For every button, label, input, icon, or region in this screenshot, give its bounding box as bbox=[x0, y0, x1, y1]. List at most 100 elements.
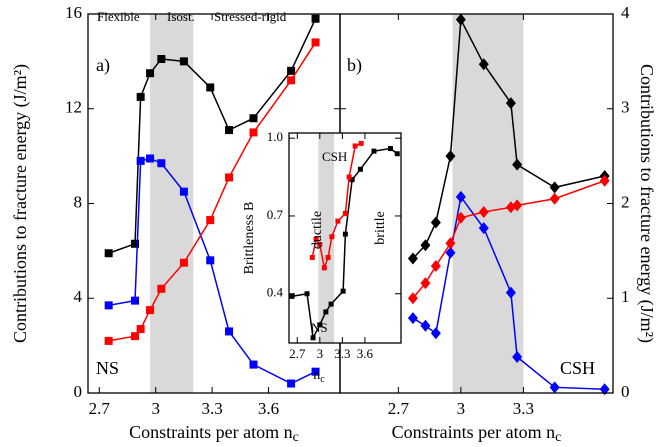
marker bbox=[387, 146, 393, 152]
shaded-region bbox=[318, 133, 335, 343]
annotation: NS bbox=[96, 358, 119, 378]
marker bbox=[104, 336, 113, 345]
y-axis-label: Contributions to fracture energy (J/m²) bbox=[10, 64, 31, 343]
x-axis-label: Constraints per atom nc bbox=[392, 422, 562, 445]
marker bbox=[206, 216, 215, 225]
marker bbox=[325, 254, 331, 260]
x-tick-label: 3.3 bbox=[334, 346, 350, 361]
marker bbox=[179, 258, 188, 267]
y-tick-label: 2 bbox=[621, 192, 630, 211]
x-axis-label-text: Constraints per atom n bbox=[129, 422, 292, 442]
marker bbox=[146, 154, 155, 163]
annotation: NS bbox=[311, 320, 328, 335]
marker bbox=[206, 256, 215, 265]
marker bbox=[342, 231, 348, 237]
y-tick-label: 8 bbox=[74, 192, 83, 211]
marker bbox=[287, 66, 296, 75]
annotation: Isost. bbox=[167, 9, 195, 24]
marker bbox=[430, 260, 441, 273]
x-tick-label: 3 bbox=[457, 399, 466, 418]
marker bbox=[549, 192, 560, 205]
x-tick-label: 2.7 bbox=[89, 399, 111, 418]
marker bbox=[478, 58, 489, 71]
marker bbox=[225, 327, 234, 336]
marker bbox=[225, 173, 234, 182]
marker bbox=[310, 335, 316, 341]
marker bbox=[549, 381, 560, 394]
marker bbox=[249, 114, 258, 123]
y-tick-label: 0 bbox=[621, 382, 630, 401]
marker bbox=[346, 174, 352, 180]
marker bbox=[304, 291, 310, 297]
marker bbox=[317, 241, 323, 247]
marker bbox=[352, 143, 358, 149]
marker bbox=[287, 379, 296, 388]
y-axis-label: Brittleness B bbox=[242, 202, 257, 275]
marker bbox=[455, 13, 466, 26]
marker bbox=[599, 174, 610, 187]
y-tick-label: 3 bbox=[621, 98, 630, 117]
annotation: CSH bbox=[322, 149, 347, 164]
marker bbox=[505, 97, 516, 110]
y-tick-label: 16 bbox=[65, 3, 82, 22]
marker bbox=[407, 292, 418, 305]
marker bbox=[225, 126, 234, 135]
x-axis-label-subscript: c bbox=[555, 430, 561, 445]
marker bbox=[157, 159, 166, 168]
x-axis-label-text: Constraints per atom n bbox=[392, 422, 555, 442]
marker bbox=[136, 156, 145, 165]
marker bbox=[335, 218, 341, 224]
marker bbox=[420, 319, 431, 332]
x-tick-label: 3 bbox=[151, 399, 160, 418]
marker bbox=[371, 148, 377, 154]
marker bbox=[317, 322, 323, 328]
marker bbox=[445, 237, 456, 250]
series-line bbox=[412, 180, 605, 299]
x-axis-label-subscript: c bbox=[293, 430, 299, 445]
annotation: brittle bbox=[373, 211, 388, 244]
marker bbox=[430, 327, 441, 340]
marker bbox=[249, 128, 258, 137]
x-axis-label: nc bbox=[313, 368, 325, 385]
marker bbox=[407, 312, 418, 325]
annotation: CSH bbox=[560, 358, 595, 378]
x-tick-label: 3 bbox=[317, 346, 324, 361]
marker bbox=[131, 239, 140, 248]
marker bbox=[104, 301, 113, 310]
marker bbox=[340, 288, 346, 294]
y-tick-label: 12 bbox=[65, 98, 82, 117]
marker bbox=[311, 14, 320, 23]
annotation: ductile bbox=[310, 211, 325, 249]
x-tick-label: 3.3 bbox=[201, 399, 222, 418]
series-line bbox=[412, 16, 605, 259]
marker bbox=[321, 265, 327, 271]
marker bbox=[445, 150, 456, 163]
annotation: b) bbox=[347, 55, 362, 76]
marker bbox=[157, 284, 166, 293]
marker bbox=[430, 216, 441, 229]
shaded-region bbox=[150, 14, 194, 393]
marker bbox=[309, 254, 315, 260]
annotation: Flexible bbox=[97, 9, 140, 24]
marker bbox=[131, 332, 140, 341]
x-axis-label-subscript: c bbox=[320, 374, 325, 385]
marker bbox=[549, 181, 560, 194]
marker bbox=[206, 83, 215, 92]
marker bbox=[287, 76, 296, 85]
marker bbox=[478, 222, 489, 235]
marker bbox=[445, 246, 456, 259]
marker bbox=[157, 55, 166, 64]
y-tick-label: 0 bbox=[74, 382, 83, 401]
x-tick-label: 2.7 bbox=[388, 399, 410, 418]
series-line bbox=[412, 195, 605, 390]
annotation: a) bbox=[96, 55, 110, 76]
marker bbox=[136, 325, 145, 334]
marker bbox=[136, 92, 145, 101]
marker bbox=[323, 309, 329, 315]
y-tick-label: 1.0 bbox=[267, 129, 283, 144]
marker bbox=[104, 249, 113, 258]
plot-frame bbox=[288, 132, 402, 344]
marker bbox=[179, 57, 188, 66]
y-tick-label: 4 bbox=[621, 3, 630, 22]
marker bbox=[342, 210, 348, 216]
